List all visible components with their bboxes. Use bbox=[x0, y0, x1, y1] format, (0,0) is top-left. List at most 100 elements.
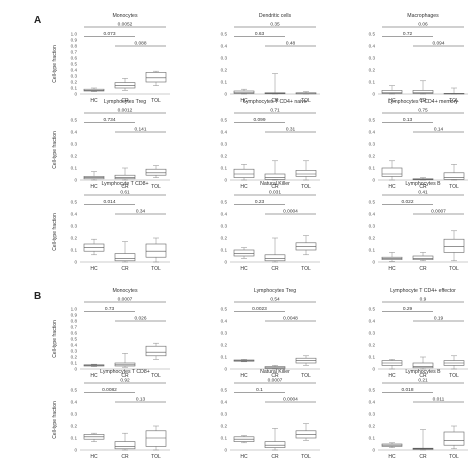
y-tick-label: 0.1 bbox=[71, 166, 78, 171]
x-tick-label: CR bbox=[121, 266, 129, 272]
y-tick-label: 0.5 bbox=[71, 388, 78, 393]
p-value-label: 0.19 bbox=[434, 315, 444, 321]
x-tick-label: TOL bbox=[449, 184, 459, 190]
y-axis-label: Cell-type fraction bbox=[52, 131, 58, 169]
y-tick-label: 0.3 bbox=[369, 56, 376, 61]
y-tick-label: 0.2 bbox=[71, 424, 78, 429]
y-tick-label: 0.2 bbox=[71, 80, 78, 85]
p-value-label: 0.31 bbox=[286, 126, 296, 132]
y-tick-label: 0.5 bbox=[71, 62, 78, 67]
chart-title: Lymphocytes T CD4+ naive bbox=[243, 99, 307, 105]
chart-title: Lymphocytes Treg bbox=[104, 99, 146, 105]
chart-8: Natural Killer 0 0.1 0.2 0.3 0.4 0.5 HC CR TOL 0.0… bbox=[221, 181, 320, 272]
y-tick-label: 0.9 bbox=[71, 38, 78, 43]
p-value-label: 0.022 bbox=[401, 199, 413, 205]
y-tick-label: 0.1 bbox=[369, 436, 376, 441]
x-tick-label: HC bbox=[388, 373, 396, 379]
y-tick-label: 0.2 bbox=[71, 236, 78, 241]
p-value-label: 0.29 bbox=[403, 306, 413, 312]
x-tick-label: HC bbox=[388, 454, 396, 460]
p-value-label: 0.21 bbox=[418, 377, 428, 383]
x-tick-label: TOL bbox=[301, 98, 311, 104]
x-tick-label: CR bbox=[419, 98, 427, 104]
y-tick-label: 0.1 bbox=[221, 436, 228, 441]
p-value-label: 0.14 bbox=[434, 126, 444, 132]
p-value-label: 0.0007 bbox=[268, 377, 283, 383]
x-tick-label: TOL bbox=[449, 266, 459, 272]
chart-title: Lymphocytes B bbox=[405, 181, 441, 187]
y-tick-label: 0.4 bbox=[369, 319, 376, 324]
y-tick-label: 0.1 bbox=[71, 361, 78, 366]
p-value-label: 0.0082 bbox=[102, 387, 117, 393]
y-tick-label: 0.7 bbox=[71, 50, 78, 55]
y-tick-label: 0.3 bbox=[71, 412, 78, 417]
y-tick-label: 0.2 bbox=[369, 154, 376, 159]
x-tick-label: TOL bbox=[301, 454, 311, 460]
x-tick-label: HC bbox=[240, 98, 248, 104]
x-tick-label: CR bbox=[121, 454, 129, 460]
box-cr bbox=[114, 253, 136, 262]
y-tick-label: 1.0 bbox=[71, 32, 78, 37]
x-tick-label: HC bbox=[388, 98, 396, 104]
y-tick-label: 0.2 bbox=[369, 424, 376, 429]
chart-title: Lymphocytes T CD8+ bbox=[100, 369, 150, 375]
y-tick-label: 0.5 bbox=[369, 32, 376, 37]
y-tick-label: 0.5 bbox=[221, 388, 228, 393]
p-value-label: 0.0007 bbox=[431, 208, 446, 214]
x-tick-label: CR bbox=[419, 454, 427, 460]
y-tick-label: 0.4 bbox=[71, 400, 78, 405]
y-tick-label: 0 bbox=[372, 178, 375, 183]
x-tick-label: TOL bbox=[449, 454, 459, 460]
x-tick-label: HC bbox=[90, 454, 98, 460]
y-tick-label: 0.2 bbox=[221, 343, 228, 348]
x-tick-label: HC bbox=[388, 184, 396, 190]
x-tick-label: TOL bbox=[449, 373, 459, 379]
p-value-label: 0.1 bbox=[256, 387, 263, 393]
y-tick-label: 0.3 bbox=[221, 224, 228, 229]
box-cr bbox=[114, 441, 136, 450]
p-value-label: 0.094 bbox=[432, 40, 444, 46]
y-tick-label: 0.1 bbox=[71, 86, 78, 91]
x-tick-label: TOL bbox=[151, 373, 161, 379]
y-tick-label: 0.4 bbox=[369, 212, 376, 217]
chart-5: Lymphocytes T CD4+ naive 0 0.1 0.2 0.3 0.4 0.5… bbox=[221, 99, 320, 190]
y-tick-label: 0 bbox=[372, 448, 375, 453]
chart-title: Lymphocyte T CD8+ bbox=[101, 181, 148, 187]
box-tol bbox=[145, 72, 167, 83]
x-tick-label: HC bbox=[240, 454, 248, 460]
y-tick-label: 0.6 bbox=[71, 56, 78, 61]
y-tick-label: 0.1 bbox=[221, 166, 228, 171]
y-tick-label: 0.1 bbox=[71, 248, 78, 253]
y-tick-label: 0.2 bbox=[221, 424, 228, 429]
y-tick-label: 0.3 bbox=[221, 412, 228, 417]
y-tick-label: 0.3 bbox=[221, 331, 228, 336]
p-value-label: 0.13 bbox=[136, 396, 146, 402]
y-tick-label: 0 bbox=[224, 448, 227, 453]
y-tick-label: 0.2 bbox=[221, 236, 228, 241]
y-tick-label: 0.5 bbox=[221, 32, 228, 37]
y-tick-label: 0 bbox=[74, 260, 77, 265]
y-tick-label: 0.2 bbox=[369, 236, 376, 241]
y-tick-label: 0.3 bbox=[71, 142, 78, 147]
y-axis-label: Cell-type fraction bbox=[52, 320, 58, 358]
y-tick-label: 0.3 bbox=[71, 349, 78, 354]
y-tick-label: 0.2 bbox=[221, 154, 228, 159]
p-value-label: 0.48 bbox=[286, 40, 296, 46]
p-value-label: 0.014 bbox=[103, 199, 115, 205]
y-tick-label: 0.4 bbox=[221, 44, 228, 49]
p-value-label: 0.0007 bbox=[118, 296, 133, 302]
p-value-label: 0.734 bbox=[103, 117, 115, 123]
y-tick-label: 0.2 bbox=[221, 68, 228, 73]
y-tick-label: 0.3 bbox=[221, 56, 228, 61]
chart-title: Monocytes bbox=[112, 288, 137, 294]
y-tick-label: 0.8 bbox=[71, 319, 78, 324]
x-tick-label: HC bbox=[388, 266, 396, 272]
p-value-label: 0.0004 bbox=[283, 396, 298, 402]
y-tick-label: 0.4 bbox=[71, 130, 78, 135]
x-tick-label: TOL bbox=[151, 98, 161, 104]
chart-3: Macrophages 0 0.1 0.2 0.3 0.4 0.5 HC CR TOL 0.06 0.… bbox=[369, 13, 468, 104]
p-value-label: 0.018 bbox=[401, 387, 413, 393]
x-tick-label: CR bbox=[121, 373, 129, 379]
x-tick-label: CR bbox=[271, 454, 279, 460]
y-tick-label: 0 bbox=[74, 448, 77, 453]
